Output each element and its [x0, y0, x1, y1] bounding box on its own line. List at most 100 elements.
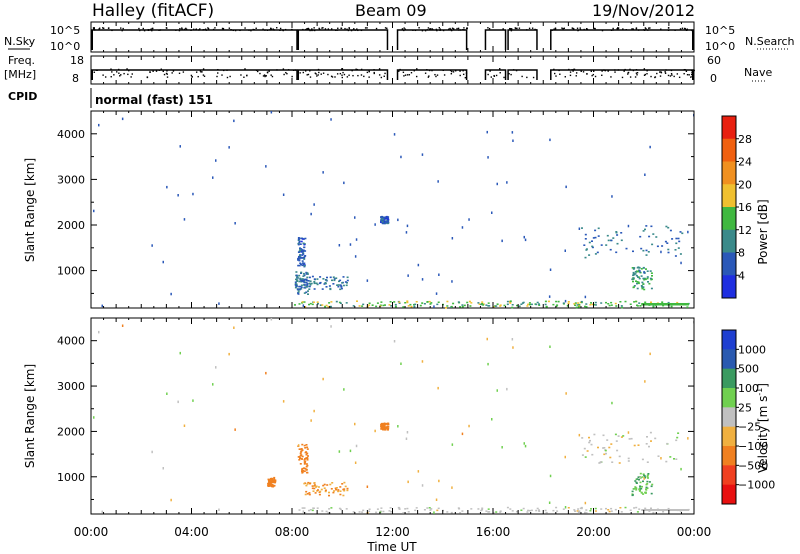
velocity-point [383, 427, 386, 430]
velocity-point [407, 511, 410, 513]
power-point [304, 284, 306, 286]
power-point [297, 256, 300, 259]
power-point [585, 249, 588, 251]
velocity-point [386, 423, 389, 426]
velocity-point [306, 456, 309, 459]
nave-point [399, 68, 401, 71]
power-point [341, 282, 344, 284]
power-point [307, 280, 310, 282]
velocity-point [383, 422, 386, 425]
power-point [382, 304, 385, 307]
power-point [413, 305, 416, 308]
nave-point [451, 70, 453, 73]
nave-point [203, 75, 206, 77]
noise-search-point [647, 29, 649, 31]
noise-search-point [239, 29, 241, 32]
velocity-point [361, 511, 364, 513]
noise-search-point [431, 28, 433, 30]
power-point [661, 245, 664, 247]
power-point [407, 274, 409, 277]
power-point [635, 280, 637, 282]
freq-segment [297, 69, 389, 80]
power-point [637, 276, 639, 278]
noise-search-point [563, 27, 565, 29]
noise-search-point [203, 28, 205, 31]
power-point [228, 146, 230, 149]
velocity-point [647, 473, 650, 475]
nave-point [404, 74, 407, 76]
power-point [312, 301, 315, 303]
velocity-point [529, 509, 531, 512]
noise-search-point [352, 29, 355, 31]
power-point [574, 302, 577, 304]
nave-point [166, 70, 168, 72]
noise-search-point [279, 27, 282, 30]
power-point [583, 244, 586, 246]
velocity-point [639, 481, 642, 484]
power-point [509, 302, 512, 304]
velocity-point [642, 473, 645, 475]
velocity-point [183, 424, 186, 427]
power-point [302, 242, 305, 245]
nave-point [406, 74, 409, 76]
nave-point [601, 70, 603, 72]
power-point [641, 287, 644, 290]
power-point [625, 247, 628, 250]
velocity-point [639, 487, 642, 489]
velocity-point [481, 509, 484, 511]
velocity-point [428, 507, 431, 509]
power-point [632, 277, 635, 279]
power-point [322, 278, 325, 280]
nave-point [495, 74, 498, 77]
power-point [374, 223, 376, 226]
power-point [297, 259, 300, 261]
nave-point [593, 70, 595, 72]
nave-point [664, 71, 666, 73]
velocity-point [177, 400, 179, 404]
power-point [594, 229, 597, 232]
power-point [311, 275, 314, 278]
power-point [306, 273, 309, 275]
power-point [394, 305, 397, 308]
power-point [518, 305, 521, 308]
velocity-point [611, 461, 614, 463]
nave-point [499, 68, 501, 70]
noise-search-point [193, 28, 195, 30]
power-point [368, 304, 371, 306]
velocity-point [421, 484, 424, 487]
power-point [304, 237, 307, 240]
power-point [346, 279, 349, 282]
noise-search-point [458, 29, 460, 31]
power-point [632, 286, 635, 288]
velocity-point [328, 494, 330, 497]
power-point [565, 185, 567, 189]
noise-search-point [143, 29, 146, 32]
velocity-point [303, 470, 306, 473]
power-point [545, 305, 548, 308]
noise-search-point [190, 29, 192, 31]
noise-search-point [353, 28, 355, 30]
noise-search-point [561, 27, 563, 29]
velocity-point [101, 510, 103, 514]
time-x-axis: 00:00 04:00 08:00 12:00 16:00 20:00 00:00 [74, 22, 711, 539]
velocity-point [468, 424, 470, 428]
velocity-point [311, 509, 314, 512]
noise-search-point [404, 28, 406, 30]
velocity-point [304, 447, 307, 449]
velocity-point [562, 508, 565, 510]
nave-label: Nave [744, 66, 772, 79]
velocity-point [386, 422, 389, 425]
nave-point [346, 76, 349, 78]
velocity-point [641, 476, 644, 478]
power-point [343, 181, 345, 185]
power-point [615, 231, 618, 233]
power-point [636, 305, 639, 307]
power-point [101, 304, 103, 308]
power-point [584, 295, 587, 299]
noise-search-point [418, 27, 420, 29]
velocity-point [675, 439, 678, 442]
velocity-point [635, 487, 638, 490]
velocity-point [328, 508, 331, 510]
velocity-point [649, 352, 651, 356]
